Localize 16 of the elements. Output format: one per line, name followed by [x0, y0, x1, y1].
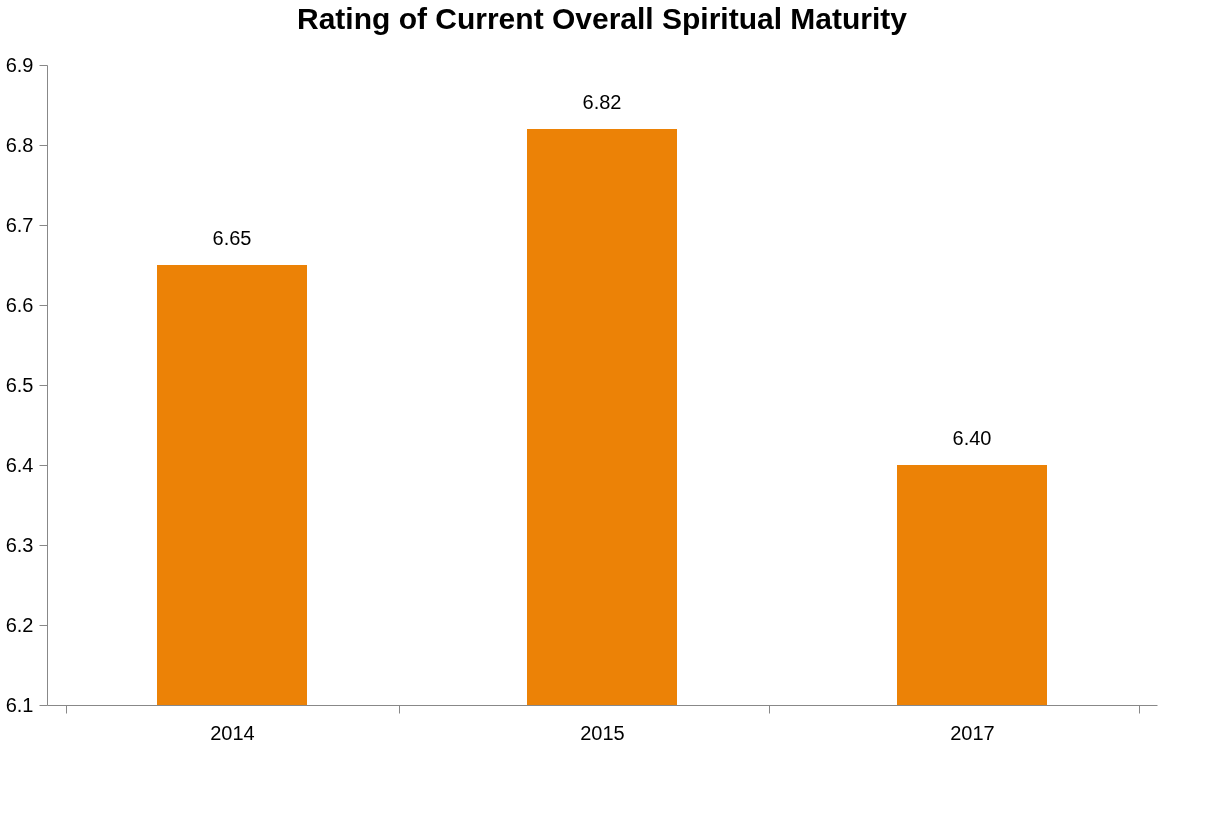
- y-tick-label: 6.4: [5, 453, 34, 476]
- data-label: 6.40: [952, 427, 992, 449]
- y-tick-label: 6.9: [5, 53, 34, 76]
- y-tick-label: 6.3: [5, 533, 34, 556]
- x-tick-label: 2015: [580, 721, 625, 744]
- y-tick-label: 6.8: [5, 133, 34, 156]
- y-tick-label: 6.5: [5, 373, 34, 396]
- y-tick-label: 6.2: [5, 613, 34, 636]
- x-tick-label: 2014: [210, 721, 255, 744]
- y-tick-label: 6.1: [5, 693, 34, 716]
- y-tick-label: 6.6: [5, 293, 34, 316]
- chart-title: Rating of Current Overall Spiritual Maturity: [296, 2, 908, 35]
- y-tick-label: 6.7: [5, 213, 34, 236]
- data-label: 6.65: [212, 227, 252, 249]
- x-tick-label: 2017: [950, 721, 995, 744]
- data-label: 6.82: [582, 91, 622, 113]
